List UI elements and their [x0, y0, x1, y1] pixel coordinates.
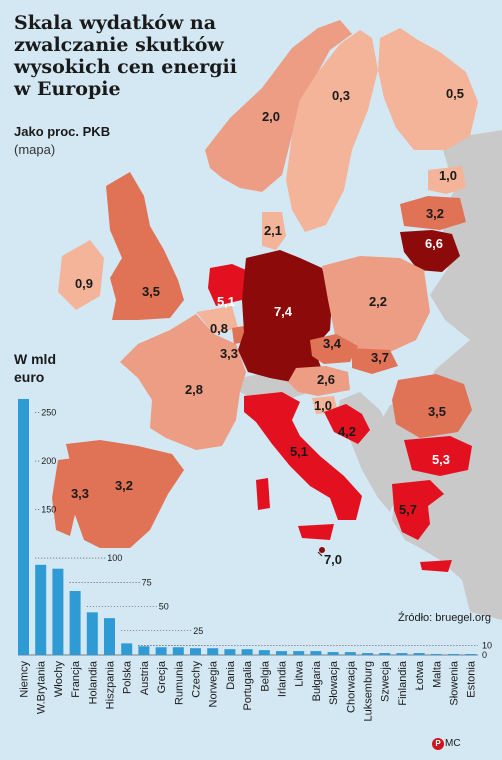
- country-france: [120, 314, 246, 450]
- country-finland: [378, 28, 478, 150]
- country-sicily: [298, 524, 334, 540]
- country-czechia: [310, 334, 358, 364]
- map-value-label: 6,6: [425, 236, 443, 251]
- map-legend-note: (mapa): [14, 142, 56, 157]
- country-sweden: [286, 30, 378, 232]
- map-value-label: 3,2: [426, 206, 444, 221]
- country-sardinia: [256, 478, 270, 510]
- map-value-label: 5,7: [399, 502, 417, 517]
- map-value-label: 5,1: [217, 294, 235, 309]
- map-value-label: 2,2: [369, 294, 387, 309]
- map-value-label: 5,3: [432, 452, 450, 467]
- map-value-label: 3,2: [115, 478, 133, 493]
- agency-logo: P MC: [432, 738, 461, 750]
- country-belgium: [196, 306, 238, 334]
- map-value-label: 3,3: [71, 486, 89, 501]
- country-italy: [244, 392, 362, 520]
- bar-chart-heading: W mld euro: [14, 351, 56, 385]
- map-value-label: 3,5: [428, 404, 446, 419]
- country-uk: [106, 172, 184, 320]
- map-legend-heading: Jako proc. PKB: [14, 124, 111, 139]
- country-lithuania: [400, 230, 460, 272]
- map-value-label: 2,0: [262, 109, 280, 124]
- map-value-label: 0,9: [75, 276, 93, 291]
- author-initials: MC: [445, 738, 461, 749]
- map-value-label: 7,4: [274, 304, 293, 319]
- country-malta: [319, 547, 325, 553]
- map-value-label: 3,4: [323, 336, 342, 351]
- country-germany: [238, 250, 332, 384]
- map-value-label: 3,3: [220, 346, 238, 361]
- country-latvia: [400, 196, 466, 230]
- source-note: Źródło: bruegel.org: [398, 612, 491, 624]
- country-spain: [66, 440, 184, 548]
- map-value-label: 1,0: [314, 398, 332, 413]
- country-bulgaria: [404, 436, 472, 476]
- map-value-label: 7,0: [324, 552, 342, 567]
- map-value-label: 2,1: [264, 223, 282, 238]
- country-croatia: [324, 404, 370, 444]
- infographic-title: Skala wydatków na zwalczanie skutków wys…: [14, 12, 237, 100]
- country-greece: [392, 480, 444, 540]
- country-poland: [322, 256, 430, 352]
- map-value-label: 5,1: [290, 444, 308, 459]
- map-value-label: 0,5: [446, 86, 464, 101]
- map-value-label: 2,6: [317, 372, 335, 387]
- map-value-label: 3,5: [142, 284, 160, 299]
- country-netherlands: [208, 264, 246, 306]
- map-value-label: 4,2: [338, 424, 356, 439]
- map-value-label: 2,8: [185, 382, 203, 397]
- country-denmark: [262, 212, 286, 250]
- country-crete: [420, 560, 452, 572]
- map-value-label: 0,3: [332, 88, 350, 103]
- logo-mark-icon: P: [432, 738, 444, 750]
- map-value-label: 3,7: [371, 350, 389, 365]
- country-romania: [392, 374, 472, 438]
- country-ireland: [58, 240, 104, 310]
- malta-leader-line: [317, 551, 323, 557]
- country-norway: [205, 20, 352, 192]
- map-value-label: 1,0: [439, 168, 457, 183]
- country-slovakia: [352, 348, 398, 374]
- country-estonia: [428, 166, 466, 194]
- country-austria: [288, 366, 350, 396]
- map-value-label: 0,8: [210, 321, 228, 336]
- country-portugal: [52, 458, 76, 536]
